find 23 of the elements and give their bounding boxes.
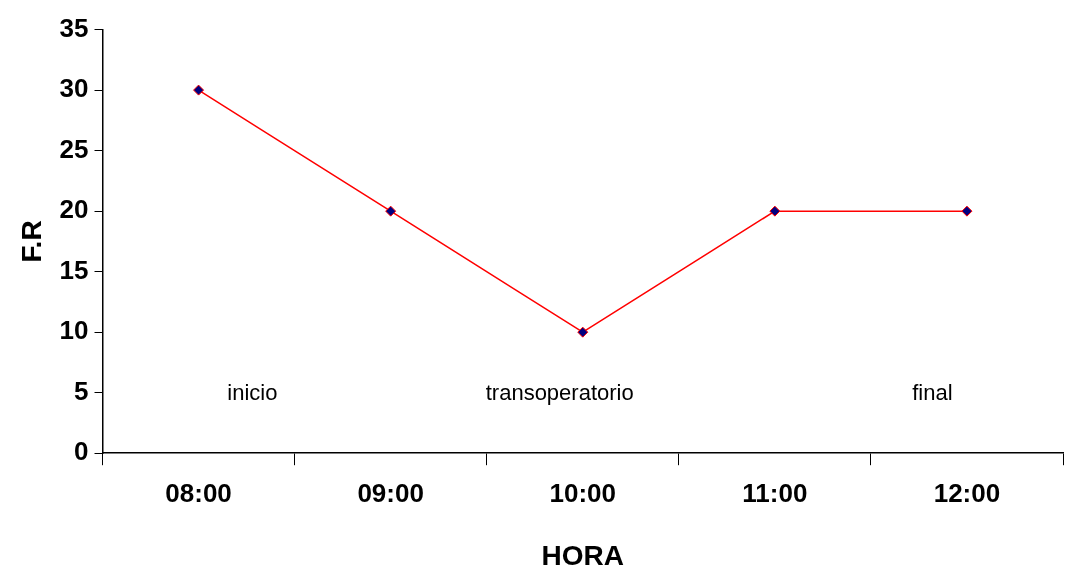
point [961, 205, 973, 217]
y-tick-label: 5 [74, 375, 89, 406]
y-tick-label: 20 [59, 194, 89, 225]
point [769, 205, 781, 217]
x-axis-title: HORA [541, 539, 624, 571]
annotation: inicio [227, 379, 278, 405]
y-tick-label: 10 [59, 315, 89, 346]
point [577, 326, 589, 338]
point [193, 84, 205, 96]
x-tick-label: 12:00 [933, 477, 1001, 508]
x-tick-label: 10:00 [549, 477, 617, 508]
y-tick-label: 15 [59, 254, 89, 285]
y-tick-label: 25 [59, 133, 89, 164]
annotation: final [912, 379, 953, 405]
y-axis-title: F.R [15, 220, 47, 263]
x-tick-label: 08:00 [165, 477, 232, 508]
y-tick-label: 0 [74, 436, 89, 467]
x-tick-label: 09:00 [357, 477, 424, 508]
annotation: transoperatorio [485, 379, 634, 405]
point [385, 205, 397, 217]
y-tick-label: 35 [59, 12, 89, 43]
y-tick-label: 30 [59, 73, 89, 104]
x-tick-label: 11:00 [742, 477, 808, 508]
